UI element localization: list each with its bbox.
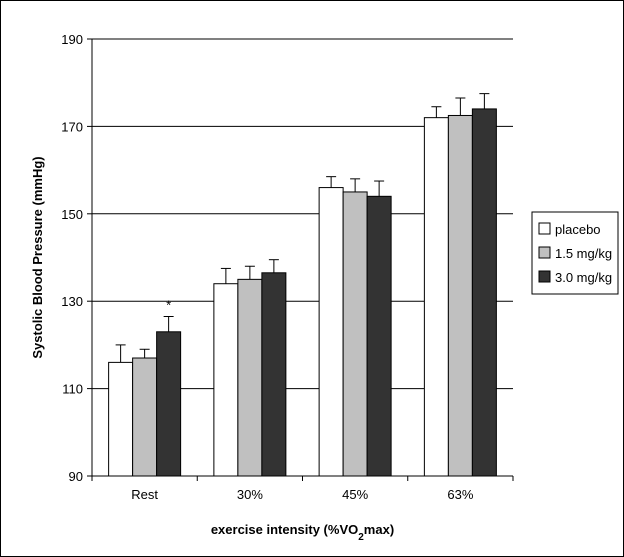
y-tick-label: 150 [61, 207, 83, 222]
legend-swatch [538, 222, 551, 235]
bar [342, 191, 368, 477]
bar [471, 108, 497, 477]
x-tick-label: 30% [237, 487, 263, 502]
x-axis-title-tail: max) [364, 522, 394, 537]
x-tick-label: 63% [447, 487, 473, 502]
x-tick-label: 45% [342, 487, 368, 502]
y-axis-title: Systolic Blood Pressure (mmHg) [30, 156, 45, 358]
y-tick-label: 90 [69, 469, 83, 484]
legend-label: 1.5 mg/kg [555, 246, 612, 261]
bar [108, 361, 134, 477]
y-tick-label: 170 [61, 119, 83, 134]
bar [318, 187, 344, 477]
bar [213, 283, 239, 477]
y-tick-label: 190 [61, 32, 83, 47]
bar [366, 195, 392, 477]
x-tick-label: Rest [131, 487, 158, 502]
bar [237, 278, 263, 477]
bar [132, 357, 158, 477]
x-axis-title-subscript: 2 [358, 532, 364, 543]
bar [261, 272, 287, 477]
x-axis-title-main: exercise intensity (%VO [211, 522, 358, 537]
y-tick-label: 130 [61, 294, 83, 309]
legend-label: placebo [555, 222, 601, 237]
bar [423, 117, 449, 477]
bar [447, 114, 473, 477]
legend-label: 3.0 mg/kg [555, 270, 612, 285]
bar [156, 331, 182, 477]
x-axis-title: exercise intensity (%VO2max) [211, 522, 394, 543]
significance-marker: * [166, 297, 171, 312]
legend-swatch [538, 246, 551, 259]
legend-swatch [538, 270, 551, 283]
y-tick-label: 110 [62, 382, 83, 397]
